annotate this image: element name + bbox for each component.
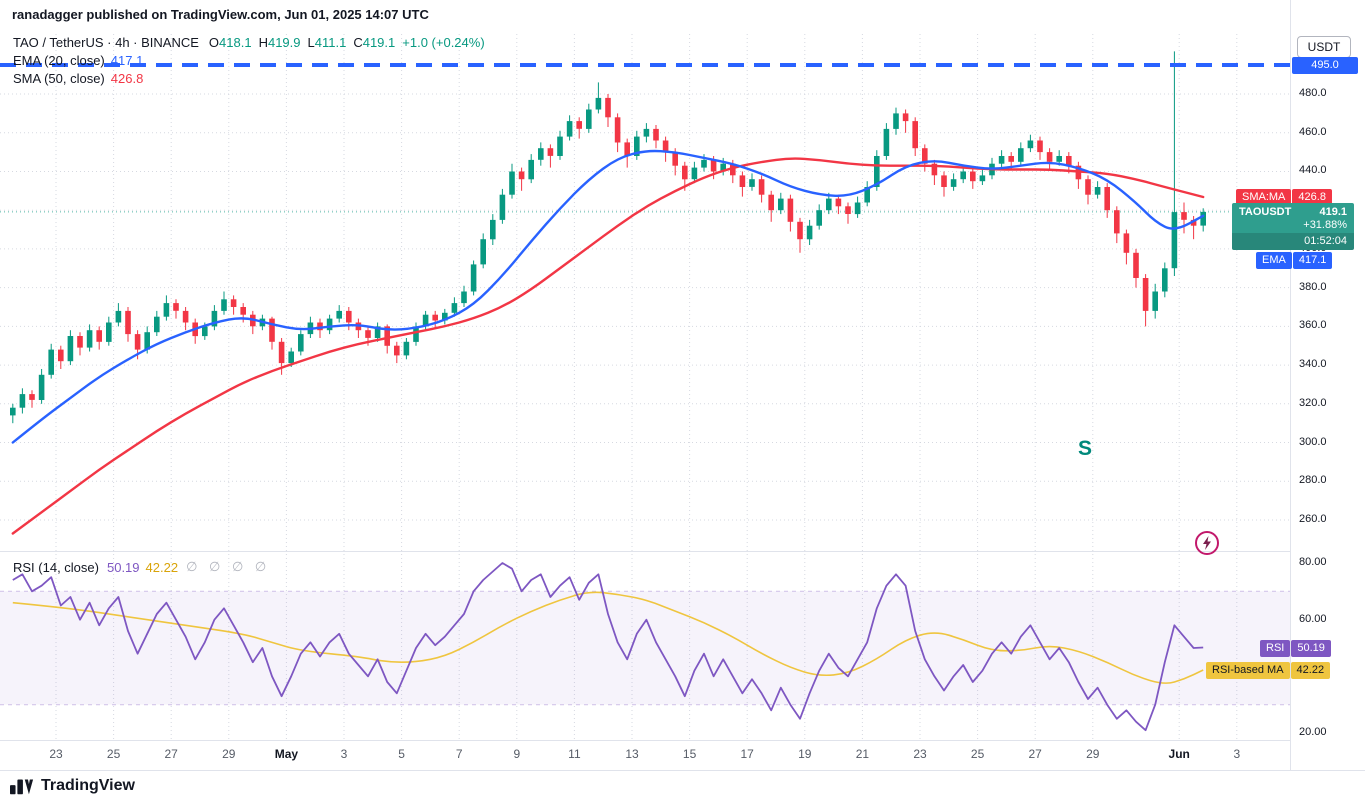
rsi-hidden-values: ∅ ∅ ∅ ∅ [186,559,271,574]
price-tick-440: 440.0 [1299,164,1327,177]
ema-axis-badge: EMA 417.1 [1256,252,1333,269]
symbol-badge-name: TAOUSDT [1239,206,1292,218]
ema-indicator-value: 417.1 [110,52,144,68]
sma-axis-badge: SMA:MA 426.8 [1236,189,1332,206]
tradingview-logo[interactable] [10,775,34,797]
ohlc-low: L411.1 [307,34,347,50]
time-tick-29: 29 [1086,747,1100,761]
time-tick-21: 21 [855,747,870,761]
time-tick-25: 25 [106,747,121,761]
price-tick-480: 480.0 [1299,87,1327,100]
rsi-legend[interactable]: RSI (14, close) 50.19 42.22 ∅ ∅ ∅ ∅ [13,558,270,576]
price-tick-460: 460.0 [1299,125,1327,138]
price-tick-300: 300.0 [1299,435,1327,448]
rsi-tick-80: 80.00 [1299,556,1327,568]
time-axis[interactable]: 23 25 27 29 May 3 5 7 9 11 13 15 17 19 21 23 25 27 29 Jun 3 [0,741,1290,769]
time-tick-Jun: Jun [1168,747,1190,761]
price-tick-260: 260.0 [1299,512,1327,525]
rsi-ma-value: 42.22 [145,559,179,575]
symbol-title[interactable]: TAO / TetherUS · 4h · BINANCE [13,34,199,50]
time-tick-9: 9 [513,747,521,761]
overlay-ema-line [11,149,1205,444]
time-tick-29: 29 [222,747,236,761]
sma-indicator-value: 426.8 [110,70,144,86]
rsi-band [0,591,1290,705]
rsi-axis-badge: RSI 50.19 [1260,640,1331,657]
sma-indicator-name: SMA (50, close) [13,70,105,86]
sma-legend-row[interactable]: SMA (50, close) 426.8 [13,69,485,87]
rsi-ma-line [12,591,1204,684]
currency-toggle[interactable]: USDT [1297,36,1351,58]
price-tick-320: 320.0 [1299,396,1327,409]
price-tick-280: 280.0 [1299,474,1327,487]
symbol-badge-price: 419.1 [1319,206,1347,218]
symbol-badge-change: +31.88% [1303,219,1347,231]
time-tick-15: 15 [682,747,697,761]
ohlc-high: H419.9 [258,34,301,50]
candles-series [10,51,1206,424]
ohlc-close: C419.1 [353,34,396,50]
symbol-price-badge: TAOUSDT 419.1 +31.88% 01:52:04 [1232,203,1354,250]
change-value: +1.0 (+0.24%) [402,34,485,50]
publish-caption: ranadagger published on TradingView.com,… [12,7,429,22]
chart-legend: TAO / TetherUS · 4h · BINANCE O418.1 H41… [13,33,485,87]
time-tick-5: 5 [398,747,405,761]
rsi-line [12,562,1204,732]
price-tick-360: 360.0 [1299,319,1327,332]
candle-countdown: 01:52:04 [1232,233,1354,250]
time-tick-23: 23 [913,747,927,761]
annotation-s: S [1078,437,1093,460]
ema-indicator-name: EMA (20, close) [13,52,105,68]
time-tick-17: 17 [740,747,754,761]
lightning-icon[interactable] [1194,530,1220,561]
footer-bar: TradingView [0,770,1365,800]
ema-legend-row[interactable]: EMA (20, close) 417.1 [13,51,485,69]
brand-text[interactable]: TradingView [41,776,135,794]
time-tick-7: 7 [455,747,463,761]
rsi-tick-20: 20.00 [1299,725,1327,738]
time-tick-27: 27 [164,747,178,761]
time-tick-27: 27 [1028,747,1042,761]
ohlc-open: O418.1 [208,34,252,50]
time-tick-19: 19 [798,747,812,761]
price-tick-380: 380.0 [1299,280,1327,293]
time-tick-23: 23 [49,747,63,761]
time-tick-11: 11 [568,747,581,761]
time-tick-May: May [274,747,299,761]
price-tick-340: 340.0 [1299,358,1327,371]
rsi-indicator-value: 50.19 [106,559,140,575]
rsi-tick-60: 60.00 [1299,612,1327,625]
time-tick-25: 25 [970,747,985,761]
rsi-indicator-name: RSI (14, close) [13,559,99,575]
chart-canvas[interactable] [0,0,1290,770]
rsi-ma-axis-badge: RSI-based MA 42.22 [1206,662,1331,679]
level-price-badge: 495.0 [1292,57,1358,74]
time-tick-13: 13 [625,747,639,761]
overlay-sma-line [11,157,1205,535]
symbol-legend-row[interactable]: TAO / TetherUS · 4h · BINANCE O418.1 H41… [13,33,485,51]
time-tick-3: 3 [1233,747,1241,761]
time-tick-3: 3 [340,747,348,761]
